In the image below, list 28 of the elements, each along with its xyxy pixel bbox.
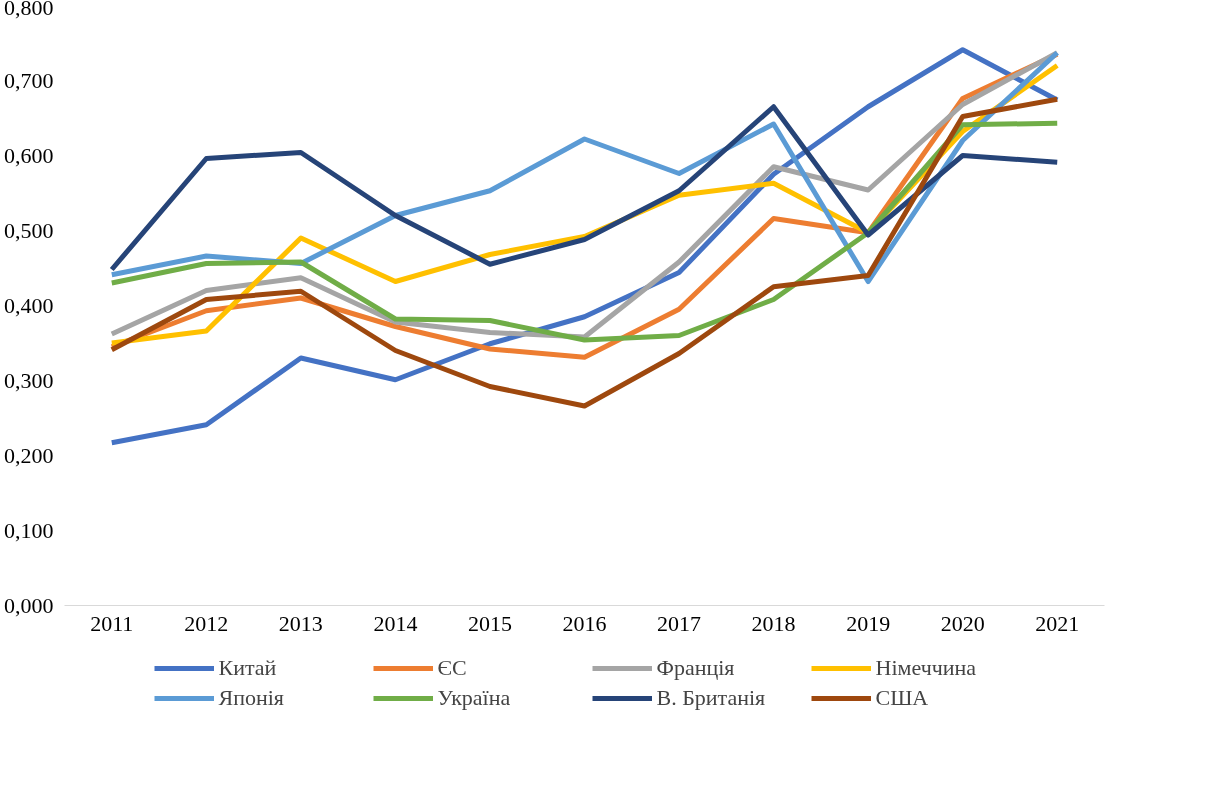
y-tick-label: 0,400	[4, 292, 54, 318]
x-tick-label: 2017	[657, 610, 702, 636]
x-tick-label: 2012	[184, 610, 229, 636]
x-tick-label: 2013	[278, 610, 323, 636]
x-tick-label: 2015	[467, 610, 512, 636]
y-tick-label: 0,700	[4, 67, 54, 93]
x-tick-label: 2021	[1035, 610, 1080, 636]
legend-label: Україна	[437, 685, 512, 711]
y-tick-label: 0,800	[4, 0, 54, 20]
legend-label: Японія	[218, 685, 285, 711]
x-tick-label: 2020	[940, 610, 985, 636]
y-tick-label: 0,600	[4, 142, 54, 168]
legend-label: Китай	[218, 655, 278, 681]
y-tick-label: 0,500	[4, 217, 54, 243]
x-tick-label: 2019	[846, 610, 891, 636]
x-tick-label: 2018	[751, 610, 796, 636]
x-tick-label: 2014	[373, 610, 418, 636]
x-tick-label: 2016	[562, 610, 607, 636]
y-tick-label: 0,300	[4, 367, 54, 393]
legend-label: В. Британія	[656, 685, 767, 711]
x-tick-label: 2011	[90, 610, 134, 636]
y-tick-label: 0,100	[4, 517, 54, 543]
legend-label: Німеччина	[875, 655, 978, 681]
y-tick-label: 0,200	[4, 442, 54, 468]
legend-label: ЄС	[437, 655, 468, 681]
legend-label: США	[875, 685, 930, 711]
y-tick-label: 0,000	[4, 592, 54, 618]
legend-label: Франція	[656, 655, 736, 681]
